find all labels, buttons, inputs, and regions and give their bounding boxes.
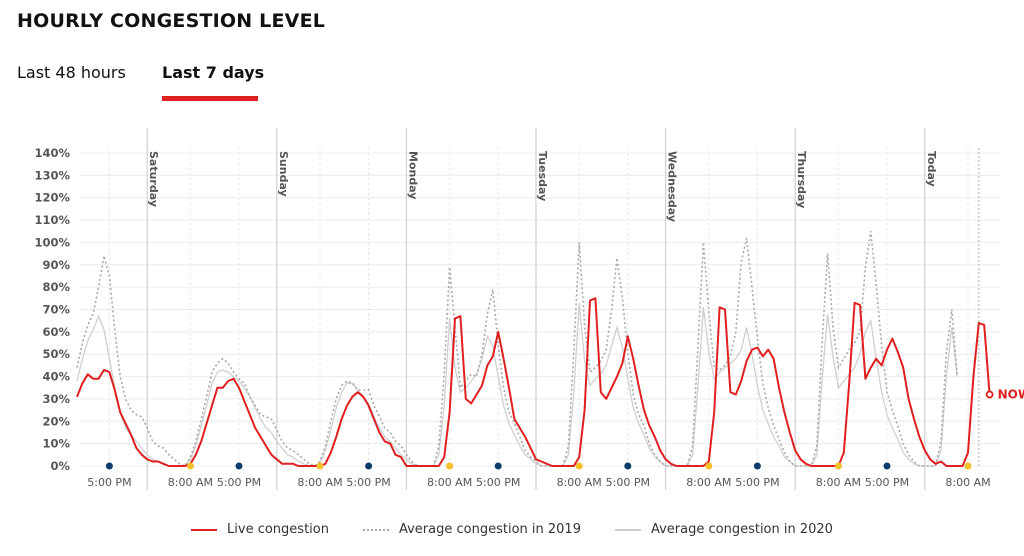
avg2019-line-swatch xyxy=(362,528,389,531)
now-point xyxy=(985,390,994,399)
morning-dot xyxy=(575,462,583,470)
x-tick-label: 5:00 PM xyxy=(865,476,909,489)
y-tick-label: 20% xyxy=(42,414,70,428)
morning-dot xyxy=(186,462,194,470)
day-label: Wednesday xyxy=(666,151,679,222)
x-tick-label: 5:00 PM xyxy=(606,476,650,489)
day-dividers: Saturday Sunday Monday Tuesday Wednesday Thur… xyxy=(146,128,938,490)
y-tick-label: 140% xyxy=(34,146,70,160)
legend-label: Average congestion in 2020 xyxy=(650,522,833,537)
day-label: Thursday xyxy=(795,151,808,208)
morning-dot xyxy=(964,462,972,470)
x-tick-label: 5:00 PM xyxy=(346,476,390,489)
y-tick-label: 40% xyxy=(42,370,70,384)
x-tick-label: 5:00 PM xyxy=(476,476,520,489)
y-tick-label: 50% xyxy=(42,347,70,361)
legend-label: Average congestion in 2019 xyxy=(398,522,581,537)
now-label: NOW xyxy=(998,387,1024,401)
series-live xyxy=(76,297,991,467)
legend-item-2020[interactable]: Average congestion in 2020 xyxy=(614,522,833,537)
x-axis-ticks: 5:00 PM 8:00 AM 5:00 PM 8:00 AM 5:00 PM 8:00 … xyxy=(87,462,991,489)
active-tab-indicator xyxy=(162,96,258,101)
series-avg2020 xyxy=(76,302,958,467)
now-marker-group: NOW xyxy=(985,387,1024,401)
tab-last-7-days[interactable]: Last 7 days xyxy=(162,63,265,82)
x-tick-label: 8:00 AM xyxy=(816,476,861,489)
morning-dot xyxy=(834,462,842,470)
x-tick-label: 8:00 AM xyxy=(945,476,990,489)
legend-label: Live congestion xyxy=(227,522,329,537)
y-tick-label: 130% xyxy=(34,168,70,182)
y-tick-label: 30% xyxy=(42,392,70,406)
x-tick-label: 8:00 AM xyxy=(686,476,731,489)
x-tick-label: 5:00 PM xyxy=(87,476,131,489)
morning-dot xyxy=(446,462,454,470)
y-tick-label: 10% xyxy=(42,437,70,451)
evening-dot xyxy=(494,462,502,470)
legend-item-2019[interactable]: Average congestion in 2019 xyxy=(362,522,581,537)
y-tick-label: 90% xyxy=(42,258,70,272)
morning-dot xyxy=(705,462,713,470)
tab-last-48-hours[interactable]: Last 48 hours xyxy=(17,63,126,82)
evening-dot xyxy=(753,462,761,470)
evening-dot xyxy=(105,462,113,470)
live-line-swatch xyxy=(191,528,218,531)
day-label: Sunday xyxy=(277,151,290,197)
x-tick-label: 8:00 AM xyxy=(557,476,602,489)
x-tick-label: 8:00 AM xyxy=(168,476,213,489)
evening-dot xyxy=(624,462,632,470)
legend: Live congestion Average congestion in 20… xyxy=(0,522,1024,537)
y-tick-label: 120% xyxy=(34,191,70,205)
evening-dot xyxy=(365,462,373,470)
y-tick-label: 110% xyxy=(34,213,70,227)
morning-dot xyxy=(316,462,324,470)
evening-dot xyxy=(235,462,243,470)
x-tick-label: 5:00 PM xyxy=(735,476,779,489)
day-label: Tuesday xyxy=(536,151,549,201)
day-label: Today xyxy=(925,151,938,187)
y-tick-label: 0% xyxy=(50,459,70,473)
y-axis-ticks: 0% 10% 20% 30% 40% 50% 60% 70% 80% 90% 100% 110% 120… xyxy=(34,146,70,473)
y-tick-label: 60% xyxy=(42,325,70,339)
day-label: Monday xyxy=(406,151,419,199)
evening-dot xyxy=(883,462,891,470)
y-tick-label: 80% xyxy=(42,280,70,294)
page-title: HOURLY CONGESTION LEVEL xyxy=(17,10,326,32)
avg2020-line-swatch xyxy=(614,528,641,531)
x-tick-label: 5:00 PM xyxy=(217,476,261,489)
day-label: Saturday xyxy=(147,151,160,207)
series-lines xyxy=(76,231,991,467)
legend-item-live[interactable]: Live congestion xyxy=(191,522,329,537)
y-tick-label: 100% xyxy=(34,235,70,249)
x-tick-label: 8:00 AM xyxy=(427,476,472,489)
y-tick-label: 70% xyxy=(42,303,70,317)
x-tick-label: 8:00 AM xyxy=(297,476,342,489)
